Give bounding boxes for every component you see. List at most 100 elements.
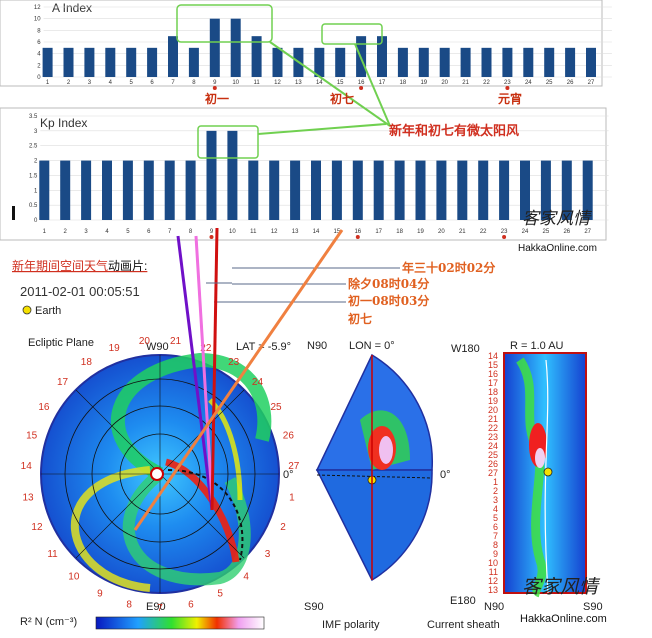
bar-13 xyxy=(290,160,301,220)
overlay-line-red xyxy=(210,227,219,511)
dial-number: 8 xyxy=(126,599,132,610)
bar-27 xyxy=(582,160,593,220)
r-label: R = 1.0 AU xyxy=(510,340,564,352)
connector-line-a-day16 xyxy=(354,43,391,127)
x-tick-label: 20 xyxy=(438,229,445,235)
w90-label: W90 xyxy=(146,341,169,353)
strip-number: 5 xyxy=(493,513,498,523)
earth-orbit-dashed xyxy=(167,469,244,561)
overlay-line-purple xyxy=(176,235,214,511)
x-tick-label: 12 xyxy=(274,80,281,86)
bar-19 xyxy=(418,47,429,77)
bar-25 xyxy=(544,47,555,77)
colorbar xyxy=(95,616,265,630)
y-tick-label: 1 xyxy=(34,188,38,194)
density-arm-green xyxy=(111,352,272,481)
solar-wind-callout: 新年和初七有微太阳风 xyxy=(389,123,519,139)
y-tick-label: 3.5 xyxy=(29,114,38,120)
x-tick-label: 2 xyxy=(64,229,68,235)
bar-12 xyxy=(269,160,280,220)
sun-marker xyxy=(150,467,164,481)
bar-10 xyxy=(227,130,238,220)
strip-numbers: 1415161718192021222324252627123456789101… xyxy=(488,351,498,595)
dial-number: 4 xyxy=(243,572,249,583)
x-tick-label: 5 xyxy=(130,80,134,86)
x-tick-label: 18 xyxy=(396,229,403,235)
bar-7 xyxy=(164,160,175,220)
bar-11 xyxy=(248,160,259,220)
x-tick-label: 16 xyxy=(354,229,361,235)
dial-number: 13 xyxy=(22,492,34,503)
dial-number: 14 xyxy=(21,461,33,472)
animation-label: 新年期间空间天气动画片: xyxy=(12,258,147,273)
y-tick-label: 2 xyxy=(34,159,38,165)
kp-index-title: Kp Index xyxy=(40,116,87,130)
e90-label: E90 xyxy=(146,601,166,613)
ecliptic-plane-label: Ecliptic Plane xyxy=(28,337,94,349)
colorbar-label: R² N (cm⁻³) xyxy=(20,616,77,628)
x-tick-label: 15 xyxy=(334,229,341,235)
x-tick-label: 8 xyxy=(189,229,193,235)
ecliptic-disc xyxy=(40,352,280,594)
x-tick-label: 26 xyxy=(563,229,570,235)
bar-15 xyxy=(331,160,342,220)
bar-4 xyxy=(102,160,112,220)
dial-number: 17 xyxy=(57,377,69,388)
imf-polarity-label: IMF polarity xyxy=(322,619,380,631)
x-tick-label: 15 xyxy=(337,80,344,86)
strip-number: 2 xyxy=(493,486,498,496)
bar-1 xyxy=(39,160,50,220)
w180-label: W180 xyxy=(451,343,480,355)
bar-25 xyxy=(540,160,551,220)
bar-14 xyxy=(311,160,321,220)
x-tick-label: 19 xyxy=(417,229,424,235)
dial-number: 19 xyxy=(109,343,121,354)
holiday-marker-23 xyxy=(502,235,507,239)
x-tick-label: 19 xyxy=(420,80,427,86)
timestamp-1: 年三十02时02分 xyxy=(402,260,495,275)
a-index-gridlines xyxy=(43,6,612,78)
bar-19 xyxy=(415,160,426,220)
dial-number: 6 xyxy=(188,599,194,610)
y-tick-label: 0 xyxy=(37,75,41,81)
x-tick-label: 20 xyxy=(441,80,448,86)
strip-plot xyxy=(503,352,587,598)
strip-number: 15 xyxy=(488,360,498,370)
bar-8 xyxy=(188,47,199,77)
dial-number: 5 xyxy=(217,589,223,600)
highlight-box-kp-peak xyxy=(197,125,259,159)
x-tick-label: 7 xyxy=(171,80,175,86)
x-tick-label: 1 xyxy=(43,229,47,235)
strip-number: 24 xyxy=(488,441,498,451)
timestamp-4: 初七 xyxy=(348,311,372,326)
enlil-datetime: 2011-02-01 00:05:51 xyxy=(20,284,140,299)
dial-number: 3 xyxy=(265,549,271,560)
bar-14 xyxy=(314,47,325,77)
x-tick-label: 25 xyxy=(543,229,550,235)
bar-5 xyxy=(122,160,133,220)
x-tick-label: 17 xyxy=(379,80,386,86)
bar-22 xyxy=(478,160,489,220)
x-tick-label: 7 xyxy=(168,229,172,235)
x-tick-label: 22 xyxy=(480,229,487,235)
n90-label-strip: N90 xyxy=(484,601,504,613)
strip-number: 18 xyxy=(488,387,498,397)
timestamp-3: 初一08时03分 xyxy=(348,293,429,308)
dial-number: 2 xyxy=(280,522,286,533)
x-tick-label: 16 xyxy=(358,80,365,86)
highlight-box-a-day16 xyxy=(321,23,383,45)
zero-label-ecliptic: 0° xyxy=(283,469,294,481)
x-tick-label: 11 xyxy=(250,229,257,235)
density-arm-yellow-2 xyxy=(208,398,243,501)
x-tick-label: 14 xyxy=(313,229,320,235)
dial-number: 12 xyxy=(31,522,43,533)
label-yuan-xiao: 元宵 xyxy=(498,91,522,106)
e180-label: E180 xyxy=(450,595,476,607)
x-tick-label: 21 xyxy=(462,80,469,86)
a-index-title: A Index xyxy=(52,1,92,15)
bar-23 xyxy=(502,47,513,77)
highlight-box-a-peak xyxy=(176,4,273,43)
bar-26 xyxy=(565,47,576,77)
